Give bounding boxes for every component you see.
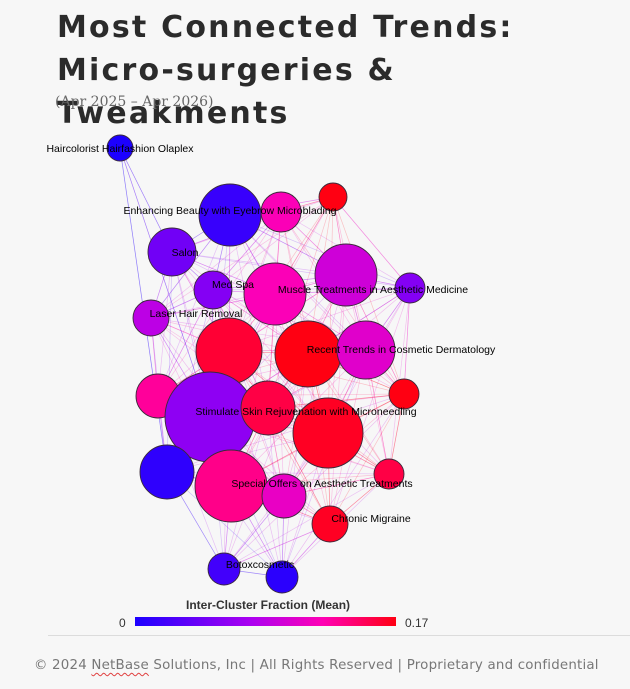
network-edge	[332, 196, 411, 289]
node-label-boxcosmetic: Botoxcosmetic	[226, 559, 294, 571]
footer-prefix: © 2024	[34, 658, 92, 673]
node-blue-bottom[interactable]	[265, 560, 299, 594]
footer-suffix: Solutions, Inc | All Rights Reserved | P…	[148, 658, 599, 673]
network-edge	[150, 211, 282, 319]
node-layer	[106, 134, 426, 594]
legend-min-label: 0	[119, 616, 126, 630]
node-label-chronic: Chronic Migraine	[331, 513, 411, 525]
node-chronic[interactable]	[311, 505, 349, 543]
label-layer: Haircolorist Hairfashion Olaplex Enhancin…	[46, 143, 496, 571]
date-range-subtitle: (Apr 2025 – Apr 2026)	[55, 94, 214, 110]
legend-title: Inter-Cluster Fraction (Mean)	[186, 598, 351, 612]
page-title: Most Connected Trends: Micro-surgeries &…	[57, 6, 630, 135]
network-edge	[281, 353, 309, 578]
node-red-small-right[interactable]	[388, 378, 420, 410]
network-edge	[229, 214, 411, 289]
node-blue-left[interactable]	[139, 444, 195, 500]
legend-color-scale	[135, 617, 396, 626]
node-magenta-big[interactable]	[314, 243, 378, 307]
footer-divider	[48, 635, 630, 636]
node-label-laser: Laser Hair Removal	[150, 308, 243, 320]
title-line-2: Micro-surgeries & Tweakments	[57, 53, 396, 131]
network-edge	[157, 214, 231, 397]
title-line-1: Most Connected Trends:	[57, 10, 514, 45]
node-label-salon: Salon	[172, 247, 199, 259]
node-magenta-small[interactable]	[261, 473, 307, 519]
node-crimson-mid[interactable]	[240, 380, 296, 436]
node-muscle[interactable]	[243, 262, 307, 326]
network-edge	[327, 196, 334, 434]
network-edge	[223, 523, 331, 570]
network-edge	[281, 393, 405, 578]
node-label-special-offers: Special Offers on Aesthetic Treatments	[231, 478, 412, 490]
network-edge	[150, 196, 334, 319]
node-label-stimulate: Stimulate Skin Rejuvenation with Microne…	[195, 406, 416, 418]
node-aesthetic-med[interactable]	[394, 272, 426, 304]
node-laser[interactable]	[132, 299, 170, 337]
network-edge	[329, 393, 405, 525]
node-salon[interactable]	[147, 227, 197, 277]
node-red-small-2[interactable]	[373, 458, 405, 490]
footer-copyright: © 2024 NetBase Solutions, Inc | All Righ…	[34, 658, 599, 673]
node-label-muscle: Muscle Treatments in Aesthetic Medicine	[278, 284, 468, 296]
node-red-top[interactable]	[318, 182, 348, 212]
footer-company: NetBase	[91, 658, 149, 673]
network-edge	[212, 196, 334, 291]
node-label-eyebrow-big: Enhancing Beauty with Eyebrow Microbladi…	[123, 205, 336, 217]
legend-max-label: 0.17	[405, 616, 429, 630]
network-edge	[283, 287, 411, 497]
node-label-haircolorist: Haircolorist Hairfashion Olaplex	[46, 143, 194, 155]
network-edge	[223, 353, 309, 570]
network-edge	[223, 473, 390, 570]
network-edge	[119, 147, 211, 418]
network-edge	[329, 287, 411, 525]
network-edge	[403, 287, 411, 395]
node-label-medspa: Med Spa	[212, 279, 254, 291]
node-label-recent-trends: Recent Trends in Cosmetic Dermatology	[307, 344, 496, 356]
node-medspa[interactable]	[193, 270, 233, 310]
node-eyebrow-pink[interactable]	[260, 191, 302, 233]
network-edge	[223, 393, 405, 570]
network-edge	[166, 251, 173, 473]
network-graph: Haircolorist Hairfashion Olaplex Enhancin…	[46, 134, 496, 594]
node-red-big[interactable]	[292, 397, 364, 469]
node-magenta-right[interactable]	[336, 320, 396, 380]
node-boxcosmetic[interactable]	[207, 552, 241, 586]
node-haircolorist[interactable]	[106, 134, 134, 162]
